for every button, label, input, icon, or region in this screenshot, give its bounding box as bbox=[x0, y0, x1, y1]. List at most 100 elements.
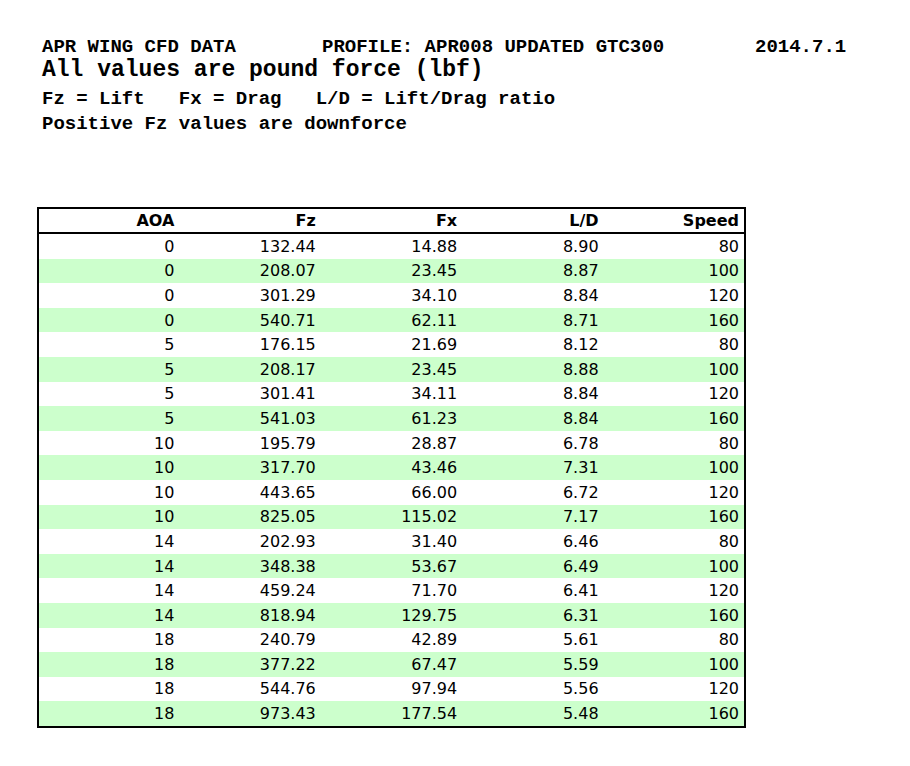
table-cell: 80 bbox=[604, 233, 745, 259]
table-cell: 14 bbox=[38, 603, 179, 628]
table-cell: 8.84 bbox=[462, 406, 603, 431]
table-cell: 100 bbox=[604, 357, 745, 382]
table-cell: 348.38 bbox=[179, 554, 320, 579]
table-row: 14459.2471.706.41120 bbox=[38, 578, 745, 603]
table-cell: 62.11 bbox=[321, 308, 462, 333]
table-cell: 160 bbox=[604, 406, 745, 431]
table-cell: 301.29 bbox=[179, 283, 320, 308]
table-cell: 540.71 bbox=[179, 308, 320, 333]
table-cell: 115.02 bbox=[321, 505, 462, 530]
table-cell: 0 bbox=[38, 308, 179, 333]
column-header-fx: Fx bbox=[321, 208, 462, 233]
table-cell: 443.65 bbox=[179, 480, 320, 505]
table-row: 0301.2934.108.84120 bbox=[38, 283, 745, 308]
table-cell: 23.45 bbox=[321, 259, 462, 284]
table-cell: 6.49 bbox=[462, 554, 603, 579]
table-cell: 5.48 bbox=[462, 701, 603, 727]
table-cell: 120 bbox=[604, 283, 745, 308]
table-cell: 18 bbox=[38, 628, 179, 653]
table-cell: 10 bbox=[38, 505, 179, 530]
table-cell: 14 bbox=[38, 554, 179, 579]
table-cell: 8.88 bbox=[462, 357, 603, 382]
table-cell: 5.56 bbox=[462, 677, 603, 702]
table-cell: 240.79 bbox=[179, 628, 320, 653]
column-header-fz: Fz bbox=[179, 208, 320, 233]
table-cell: 7.31 bbox=[462, 455, 603, 480]
table-cell: 18 bbox=[38, 701, 179, 727]
table-cell: 459.24 bbox=[179, 578, 320, 603]
table-row: 14202.9331.406.4680 bbox=[38, 529, 745, 554]
table-cell: 18 bbox=[38, 677, 179, 702]
table-row: 0132.4414.888.9080 bbox=[38, 233, 745, 259]
table-cell: 6.41 bbox=[462, 578, 603, 603]
table-row: 5541.0361.238.84160 bbox=[38, 406, 745, 431]
table-cell: 0 bbox=[38, 283, 179, 308]
table-row: 0540.7162.118.71160 bbox=[38, 308, 745, 333]
table-cell: 8.87 bbox=[462, 259, 603, 284]
table-cell: 317.70 bbox=[179, 455, 320, 480]
table-cell: 100 bbox=[604, 554, 745, 579]
table-cell: 8.84 bbox=[462, 382, 603, 407]
table-cell: 6.78 bbox=[462, 431, 603, 456]
table-cell: 66.00 bbox=[321, 480, 462, 505]
table-row: 5176.1521.698.1280 bbox=[38, 332, 745, 357]
table-cell: 5 bbox=[38, 332, 179, 357]
table-cell: 34.11 bbox=[321, 382, 462, 407]
table-cell: 541.03 bbox=[179, 406, 320, 431]
table-row: 10443.6566.006.72120 bbox=[38, 480, 745, 505]
table-cell: 5.59 bbox=[462, 652, 603, 677]
table-cell: 160 bbox=[604, 308, 745, 333]
table-cell: 67.47 bbox=[321, 652, 462, 677]
table-cell: 80 bbox=[604, 332, 745, 357]
table-cell: 14 bbox=[38, 578, 179, 603]
table-cell: 825.05 bbox=[179, 505, 320, 530]
table-cell: 43.46 bbox=[321, 455, 462, 480]
table-cell: 0 bbox=[38, 259, 179, 284]
table-cell: 160 bbox=[604, 505, 745, 530]
table-row: 18544.7697.945.56120 bbox=[38, 677, 745, 702]
table-cell: 31.40 bbox=[321, 529, 462, 554]
doc-profile: PROFILE: APR008 UPDATED GTC300 bbox=[322, 36, 664, 58]
table-cell: 5 bbox=[38, 406, 179, 431]
table-cell: 10 bbox=[38, 431, 179, 456]
table-cell: 120 bbox=[604, 677, 745, 702]
table-cell: 208.17 bbox=[179, 357, 320, 382]
table-cell: 42.89 bbox=[321, 628, 462, 653]
table-header-row: AOAFzFxL/DSpeed bbox=[38, 208, 745, 233]
column-header-speed: Speed bbox=[604, 208, 745, 233]
doc-date: 2014.7.1 bbox=[755, 36, 846, 58]
table-cell: 160 bbox=[604, 701, 745, 727]
table-cell: 8.90 bbox=[462, 233, 603, 259]
table-row: 14348.3853.676.49100 bbox=[38, 554, 745, 579]
table-cell: 195.79 bbox=[179, 431, 320, 456]
column-header-aoa: AOA bbox=[38, 208, 179, 233]
table-cell: 973.43 bbox=[179, 701, 320, 727]
table-cell: 120 bbox=[604, 578, 745, 603]
table-cell: 14.88 bbox=[321, 233, 462, 259]
doc-downforce-note: Positive Fz values are downforce bbox=[42, 113, 407, 135]
table-cell: 120 bbox=[604, 480, 745, 505]
table-cell: 0 bbox=[38, 233, 179, 259]
table-row: 5208.1723.458.88100 bbox=[38, 357, 745, 382]
table-cell: 129.75 bbox=[321, 603, 462, 628]
table-row: 18377.2267.475.59100 bbox=[38, 652, 745, 677]
doc-units-note: All values are pound force (lbf) bbox=[42, 57, 484, 83]
table-row: 10825.05115.027.17160 bbox=[38, 505, 745, 530]
table-cell: 8.84 bbox=[462, 283, 603, 308]
table-head: AOAFzFxL/DSpeed bbox=[38, 208, 745, 233]
table-cell: 8.12 bbox=[462, 332, 603, 357]
table-cell: 80 bbox=[604, 529, 745, 554]
table-cell: 5 bbox=[38, 357, 179, 382]
table-cell: 176.15 bbox=[179, 332, 320, 357]
cfd-data-table: AOAFzFxL/DSpeed 0132.4414.888.90800208.0… bbox=[37, 207, 746, 728]
table-cell: 100 bbox=[604, 652, 745, 677]
table-cell: 53.67 bbox=[321, 554, 462, 579]
table-cell: 160 bbox=[604, 603, 745, 628]
table-cell: 6.31 bbox=[462, 603, 603, 628]
table-cell: 8.71 bbox=[462, 308, 603, 333]
table-cell: 71.70 bbox=[321, 578, 462, 603]
table-cell: 10 bbox=[38, 480, 179, 505]
table-cell: 61.23 bbox=[321, 406, 462, 431]
table-row: 5301.4134.118.84120 bbox=[38, 382, 745, 407]
table-body: 0132.4414.888.90800208.0723.458.87100030… bbox=[38, 233, 745, 727]
